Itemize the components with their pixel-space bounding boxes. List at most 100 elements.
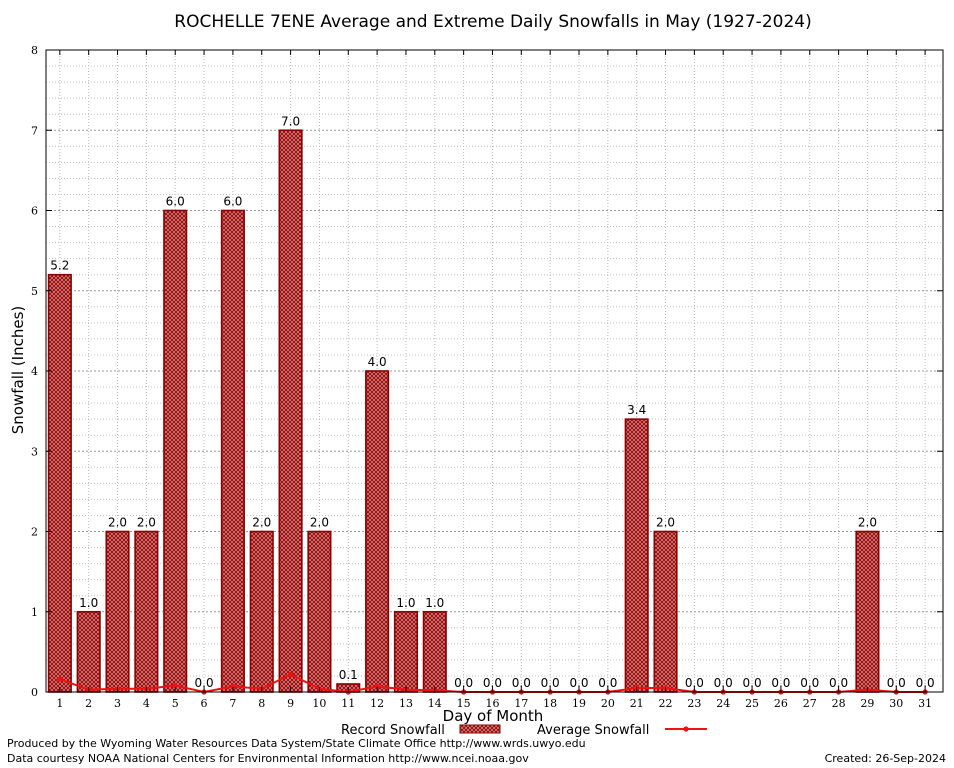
x-tick-label: 25 bbox=[745, 697, 759, 710]
y-axis-ticks: 0 1 2 3 4 5 6 7 8 bbox=[31, 44, 943, 699]
value-label-day-15: 0.0 bbox=[454, 676, 473, 690]
average-point-day-5 bbox=[172, 682, 178, 689]
x-tick-label: 27 bbox=[803, 697, 817, 710]
x-tick-label: 14 bbox=[428, 697, 442, 710]
x-tick-label: 5 bbox=[172, 697, 179, 710]
bar-day-7 bbox=[220, 209, 245, 693]
x-tick-label: 11 bbox=[341, 697, 355, 710]
legend-average-label: Average Snowfall bbox=[537, 723, 649, 738]
x-tick-label: 16 bbox=[485, 697, 499, 710]
grid bbox=[46, 50, 943, 692]
average-point-day-9 bbox=[287, 671, 294, 677]
value-label-day-1: 5.2 bbox=[50, 259, 69, 273]
value-label-day-19: 0.0 bbox=[569, 676, 588, 690]
bar-day-4 bbox=[134, 530, 159, 693]
value-label-day-9: 7.0 bbox=[281, 114, 300, 128]
x-tick-label: 21 bbox=[630, 697, 644, 710]
legend-average-marker bbox=[683, 726, 689, 732]
x-tick-label: 9 bbox=[287, 697, 294, 710]
value-label-day-4: 2.0 bbox=[137, 516, 156, 530]
x-tick-label: 15 bbox=[457, 697, 471, 710]
y-tick-label: 7 bbox=[31, 124, 38, 137]
x-tick-label: 4 bbox=[143, 697, 150, 710]
bar-day-22 bbox=[653, 530, 678, 693]
y-tick-label: 5 bbox=[31, 285, 38, 298]
y-tick-label: 3 bbox=[31, 445, 38, 458]
average-point-day-7 bbox=[230, 683, 236, 689]
value-label-day-5: 6.0 bbox=[166, 195, 185, 209]
x-tick-label: 3 bbox=[114, 697, 121, 710]
value-label-day-17: 0.0 bbox=[512, 676, 531, 690]
value-label-day-21: 3.4 bbox=[627, 403, 646, 417]
y-axis-label: Snowfall (Inches) bbox=[9, 306, 27, 434]
x-tick-label: 31 bbox=[918, 697, 932, 710]
x-tick-label: 18 bbox=[543, 697, 557, 710]
bar-day-3 bbox=[105, 530, 130, 693]
value-label-day-29: 2.0 bbox=[858, 516, 877, 530]
bar-day-14 bbox=[422, 610, 447, 693]
x-tick-label: 23 bbox=[687, 697, 701, 710]
x-tick-label: 28 bbox=[832, 697, 846, 710]
value-label-day-30: 0.0 bbox=[887, 676, 906, 690]
value-label-day-31: 0.0 bbox=[916, 676, 935, 690]
average-point-day-1 bbox=[57, 676, 63, 682]
bar-day-10 bbox=[307, 530, 332, 693]
value-label-day-3: 2.0 bbox=[108, 516, 127, 530]
bar-day-5 bbox=[163, 209, 188, 693]
x-tick-label: 6 bbox=[201, 697, 208, 710]
x-tick-label: 1 bbox=[56, 697, 63, 710]
value-label-day-25: 0.0 bbox=[743, 676, 762, 690]
value-label-day-28: 0.0 bbox=[829, 676, 848, 690]
y-tick-label: 4 bbox=[31, 365, 38, 378]
x-tick-label: 10 bbox=[312, 697, 326, 710]
x-tick-label: 24 bbox=[716, 697, 730, 710]
y-tick-label: 1 bbox=[31, 606, 38, 619]
x-tick-label: 7 bbox=[229, 697, 236, 710]
footer-created: Created: 26-Sep-2024 bbox=[825, 752, 946, 765]
x-tick-label: 30 bbox=[889, 697, 903, 710]
value-label-day-14: 1.0 bbox=[425, 596, 444, 610]
y-tick-label: 0 bbox=[31, 686, 38, 699]
bar-day-12 bbox=[365, 370, 390, 693]
x-axis-ticks: 1 2 3 4 5 6 7 8 9 10 11 12 13 14 15 16 17 18 19 20 21 22 23 24 2… bbox=[56, 50, 932, 710]
x-tick-label: 8 bbox=[258, 697, 265, 710]
average-point-day-12 bbox=[374, 683, 380, 689]
bar-day-8 bbox=[249, 530, 274, 693]
x-tick-label: 29 bbox=[860, 697, 874, 710]
x-tick-label: 20 bbox=[601, 697, 615, 710]
value-label-day-11: 0.1 bbox=[339, 668, 358, 682]
bar-day-21 bbox=[624, 418, 649, 693]
bar-day-1 bbox=[47, 273, 72, 693]
value-label-day-27: 0.0 bbox=[800, 676, 819, 690]
y-tick-label: 8 bbox=[31, 44, 38, 57]
x-tick-label: 26 bbox=[774, 697, 788, 710]
value-label-day-7: 6.0 bbox=[223, 195, 242, 209]
value-label-day-2: 1.0 bbox=[79, 596, 98, 610]
x-tick-label: 2 bbox=[85, 697, 92, 710]
value-label-day-26: 0.0 bbox=[771, 676, 790, 690]
bar-day-9 bbox=[278, 129, 303, 693]
legend-record-swatch bbox=[459, 724, 501, 734]
footer-produced-by: Produced by the Wyoming Water Resources … bbox=[7, 737, 586, 750]
x-tick-label: 13 bbox=[399, 697, 413, 710]
x-tick-label: 22 bbox=[659, 697, 673, 710]
value-label-day-12: 4.0 bbox=[368, 355, 387, 369]
bar-day-2 bbox=[76, 610, 101, 693]
value-label-day-20: 0.0 bbox=[598, 676, 617, 690]
x-axis-label: Day of Month bbox=[443, 707, 544, 725]
legend: Record Snowfall Average Snowfall bbox=[341, 723, 707, 738]
x-tick-label: 12 bbox=[370, 697, 384, 710]
y-tick-label: 6 bbox=[31, 205, 38, 218]
y-tick-label: 2 bbox=[31, 526, 38, 539]
bar-day-29 bbox=[855, 530, 880, 693]
bars bbox=[47, 129, 880, 693]
value-label-day-24: 0.0 bbox=[714, 676, 733, 690]
bar-day-13 bbox=[393, 610, 419, 693]
chart-title: ROCHELLE 7ENE Average and Extreme Daily … bbox=[174, 12, 811, 32]
value-label-day-22: 2.0 bbox=[656, 516, 675, 530]
value-label-day-10: 2.0 bbox=[310, 516, 329, 530]
value-label-day-23: 0.0 bbox=[685, 676, 704, 690]
x-tick-label: 17 bbox=[514, 697, 528, 710]
legend-record-label: Record Snowfall bbox=[341, 723, 445, 738]
